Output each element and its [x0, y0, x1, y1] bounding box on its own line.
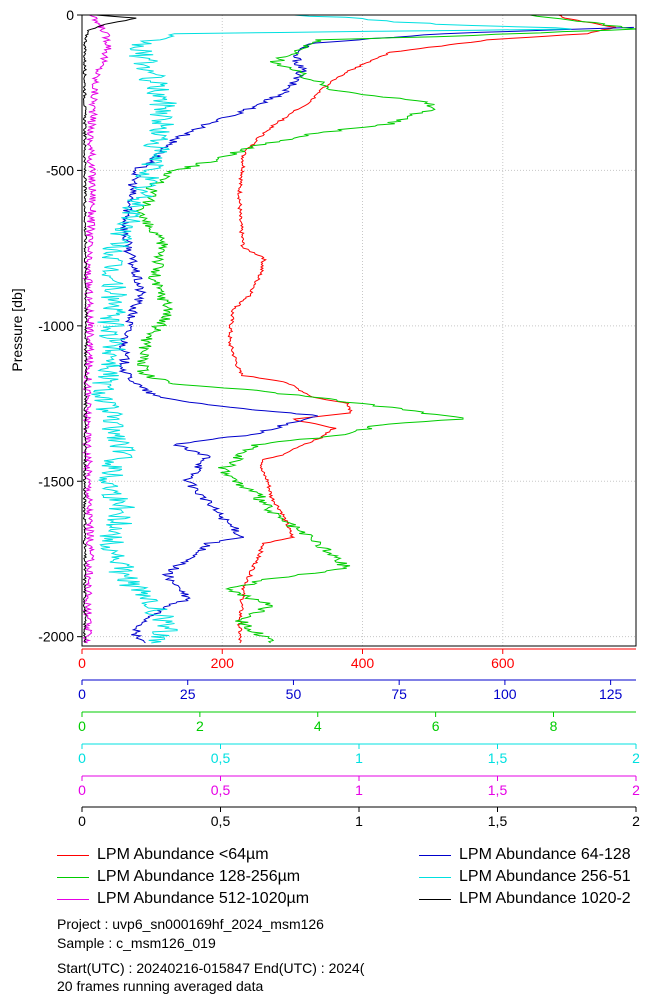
x-tick-label: 0: [78, 686, 86, 702]
x-tick-label: 100: [493, 686, 517, 702]
x-axis-0: 0 200 400 600: [78, 648, 636, 671]
legend-label: LPM Abundance 128-256µm: [97, 868, 301, 885]
y-axis-label: Pressure [db]: [9, 288, 25, 371]
legend-label: LPM Abundance <64µm: [97, 846, 269, 863]
legend-item: LPM Abundance <64µm: [57, 845, 412, 865]
x-tick-label: 6: [432, 718, 440, 734]
x-tick-label: 8: [550, 718, 558, 734]
x-axis-1: 0 25 50 75 100 125: [78, 679, 636, 702]
legend-item: LPM Abundance 1020-2: [419, 889, 650, 909]
legend-swatch: [419, 877, 451, 878]
series-line-4: [82, 14, 112, 644]
x-tick-label: 2: [196, 718, 204, 734]
series-line-2: [135, 14, 637, 644]
x-tick-label: 200: [211, 655, 235, 671]
x-tick-label: 0,5: [211, 782, 231, 798]
x-tick-label: 0: [78, 750, 86, 766]
series-line-1: [118, 26, 634, 644]
legend-item: LPM Abundance 256-51: [419, 867, 650, 887]
x-tick-label: 0,5: [211, 750, 231, 766]
legend-label: LPM Abundance 64-128: [459, 846, 631, 863]
x-tick-label: 25: [180, 686, 196, 702]
x-axis-3: 0 0,5 1 1,5 2: [78, 743, 640, 766]
x-tick-label: 2: [632, 813, 640, 829]
x-tick-label: 0: [78, 655, 86, 671]
series-group: [82, 14, 637, 644]
x-tick-label: 1: [355, 813, 363, 829]
legend-label: LPM Abundance 1020-2: [459, 890, 631, 907]
x-tick-label: 2: [632, 782, 640, 798]
legend-item: LPM Abundance 128-256µm: [57, 867, 412, 887]
legend-label: LPM Abundance 512-1020µm: [97, 890, 310, 907]
project-info: Project : uvp6_sn000169hf_2024_msm126: [57, 916, 324, 932]
legend-swatch: [419, 855, 451, 856]
plot-frame: [81, 14, 637, 647]
x-tick-label: 4: [314, 718, 322, 734]
frames-info: 20 frames running averaged data: [57, 978, 264, 994]
x-tick-label: 0: [78, 718, 86, 734]
legend-swatch: [57, 877, 89, 878]
y-tick-label: -500: [46, 162, 74, 178]
time-info: Start(UTC) : 20240216-015847 End(UTC) : …: [57, 960, 365, 976]
x-tick-label: 0: [78, 813, 86, 829]
y-tick-label: -1500: [38, 473, 74, 489]
series-line-5: [82, 14, 137, 644]
sample-info: Sample : c_msm126_019: [57, 935, 216, 951]
x-tick-label: 0: [78, 782, 86, 798]
x-tick-label: 2: [632, 750, 640, 766]
y-tick-label: 0: [66, 7, 74, 23]
x-tick-label: 1: [355, 750, 363, 766]
grid: [82, 14, 636, 646]
series-line-3: [91, 14, 572, 644]
x-tick-label: 1,5: [488, 782, 508, 798]
x-tick-label: 125: [599, 686, 623, 702]
x-axis-5: 0 0,5 1 1,5 2: [78, 806, 640, 829]
plot-border: [81, 14, 637, 647]
x-tick-label: 600: [491, 655, 515, 671]
x-tick-label: 50: [286, 686, 302, 702]
y-axis: 0 -500 -1000 -1500 -2000: [38, 7, 82, 645]
x-tick-label: 1,5: [488, 750, 508, 766]
x-tick-label: 1: [355, 782, 363, 798]
x-tick-label: 400: [351, 655, 375, 671]
x-tick-label: 0,5: [211, 813, 231, 829]
series-line-0: [227, 14, 617, 644]
y-tick-label: -2000: [38, 629, 74, 645]
legend-label: LPM Abundance 256-51: [459, 868, 631, 885]
legend-item: LPM Abundance 64-128: [419, 845, 650, 865]
x-tick-label: 75: [391, 686, 407, 702]
x-axes: 0 200 400 600 0 25 50 75 100 125 0 2 4 6 8 0 0,5 1 1,5 2 0 0,…: [78, 648, 640, 829]
legend-swatch: [57, 855, 89, 856]
legend-item: LPM Abundance 512-1020µm: [57, 889, 412, 909]
y-tick-label: -1000: [38, 318, 74, 334]
x-tick-label: 1,5: [488, 813, 508, 829]
legend-swatch: [57, 899, 89, 900]
legend-swatch: [419, 899, 451, 900]
x-axis-2: 0 2 4 6 8: [78, 711, 636, 734]
x-axis-4: 0 0,5 1 1,5 2: [78, 775, 640, 798]
